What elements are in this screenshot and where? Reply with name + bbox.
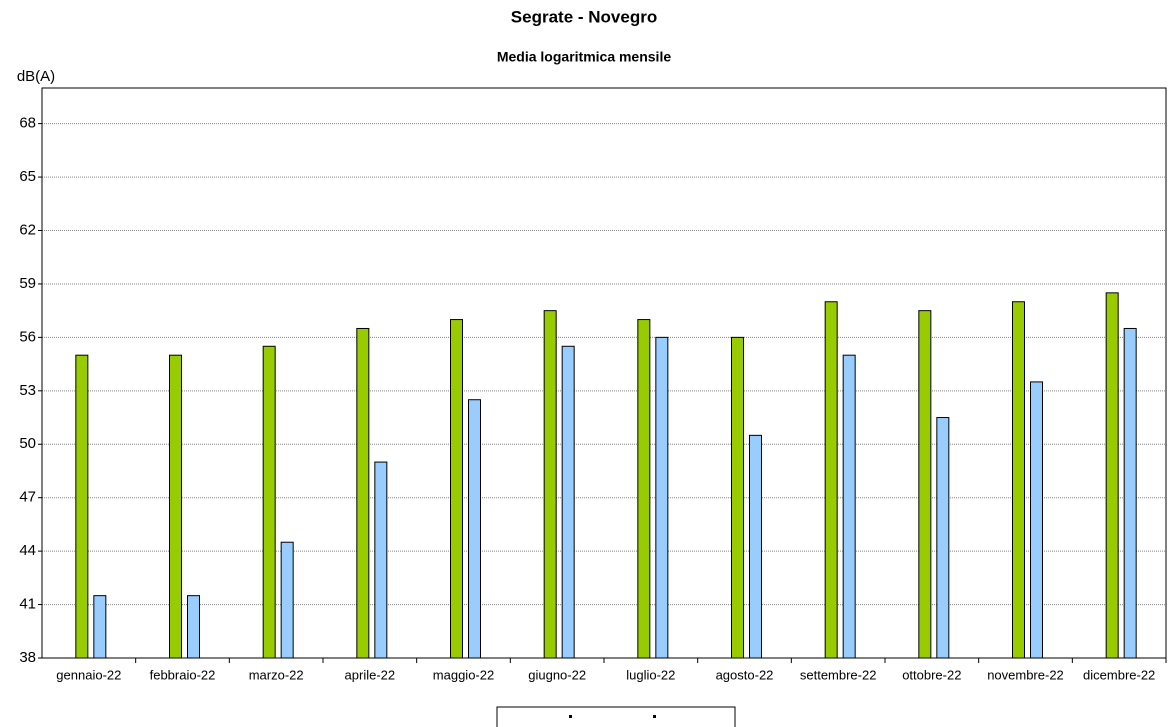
y-tick-label: 68: [19, 115, 36, 132]
bar: [1030, 381, 1043, 659]
y-axis-label: dB(A): [17, 68, 55, 85]
bar: [936, 417, 950, 659]
legend-swatch: [653, 715, 656, 718]
x-tick-label: ottobre-22: [902, 667, 961, 682]
x-tick-label: gennaio-22: [56, 667, 121, 682]
x-tick-label: giugno-22: [528, 667, 586, 682]
x-tick-label: febbraio-22: [150, 667, 216, 682]
bar: [543, 310, 557, 659]
x-tick-label: dicembre-22: [1083, 667, 1155, 682]
x-tick-label: marzo-22: [249, 667, 304, 682]
x-tick-label: agosto-22: [716, 667, 774, 682]
plot-frame: [41, 87, 1167, 659]
y-tick-label: 62: [19, 221, 36, 238]
y-tick-label: 38: [19, 649, 36, 666]
bar: [75, 354, 89, 659]
legend-swatch: [569, 715, 572, 718]
bar: [280, 541, 294, 659]
y-tick-label: 44: [19, 542, 36, 559]
bar: [1123, 327, 1137, 659]
x-tick-label: aprile-22: [345, 667, 396, 682]
bar: [374, 461, 388, 659]
legend: [496, 706, 736, 727]
bar: [93, 595, 107, 659]
x-tick-label: maggio-22: [433, 667, 494, 682]
bar: [468, 399, 481, 659]
bar: [1105, 292, 1119, 659]
y-tick-label: 41: [19, 596, 36, 613]
y-tick-label: 56: [19, 328, 36, 345]
x-tick-label: luglio-22: [626, 667, 675, 682]
bar: [918, 310, 932, 659]
bar: [356, 327, 370, 659]
chart-subtitle: Media logaritmica mensile: [497, 49, 671, 65]
y-tick-label: 59: [19, 275, 36, 292]
chart-title: Segrate - Novegro: [511, 7, 657, 26]
y-tick-label: 50: [19, 435, 36, 452]
bar: [450, 319, 463, 659]
y-tick-label: 53: [19, 382, 36, 399]
bar: [187, 595, 200, 659]
bar: [842, 354, 856, 659]
bar: [169, 354, 182, 659]
bar: [749, 434, 762, 659]
bar: [561, 345, 575, 659]
bar: [637, 319, 651, 659]
bar: [824, 301, 838, 659]
x-tick-label: novembre-22: [987, 667, 1064, 682]
bar: [1012, 301, 1025, 659]
bar: [731, 336, 744, 659]
y-tick-label: 65: [19, 168, 36, 185]
x-tick-label: settembre-22: [800, 667, 877, 682]
y-tick-label: 47: [19, 489, 36, 506]
bar: [262, 345, 276, 659]
bar: [655, 336, 669, 659]
